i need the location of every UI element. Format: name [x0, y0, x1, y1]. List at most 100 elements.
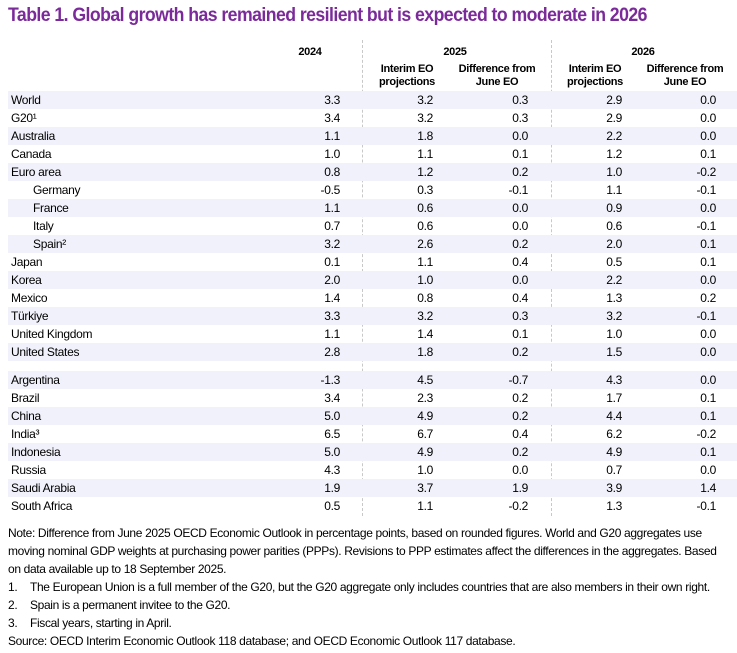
value-2025-interim: 1.1 — [417, 499, 433, 513]
value-2025-interim: 3.7 — [417, 481, 433, 495]
table-row: Mexico 1.4 0.8 0.4 1.3 0.2 — [8, 289, 737, 307]
value-2024: 5.0 — [324, 409, 340, 423]
value-2026-interim: 4.3 — [606, 373, 622, 387]
value-2024: 0.7 — [324, 219, 340, 233]
value-2025-interim: 1.1 — [417, 255, 433, 269]
header-2026-interim: Interim EO projections — [567, 63, 623, 88]
value-2025-diff: 0.4 — [512, 291, 528, 305]
value-2025-interim: 2.3 — [417, 391, 433, 405]
value-2026-interim: 1.2 — [606, 147, 622, 161]
value-2025-interim: 1.8 — [417, 345, 433, 359]
value-2026-interim: 4.9 — [606, 445, 622, 459]
country-label: United Kingdom — [11, 327, 93, 341]
value-2026-diff: 0.0 — [700, 111, 716, 125]
value-2025-interim: 1.1 — [417, 147, 433, 161]
value-2024: 1.9 — [324, 481, 340, 495]
country-label: Brazil — [11, 391, 40, 405]
value-2025-interim: 3.2 — [417, 111, 433, 125]
table-title: Table 1. Global growth has remained resi… — [8, 5, 647, 26]
value-2026-interim: 4.4 — [606, 409, 622, 423]
note-text: moving nominal GDP weights at purchasing… — [8, 544, 717, 558]
value-2025-interim: 0.3 — [417, 183, 433, 197]
value-2024: 1.0 — [324, 147, 340, 161]
value-2026-diff: 0.1 — [700, 237, 716, 251]
footnote-2: 2. Spain is a permanent invitee to the G2… — [8, 598, 231, 612]
value-2025-interim: 4.9 — [417, 445, 433, 459]
value-2025-diff: 0.2 — [512, 391, 528, 405]
value-2025-diff: 0.4 — [512, 427, 528, 441]
value-2025-diff: 1.9 — [512, 481, 528, 495]
table-row: Italy 0.7 0.6 0.0 0.6 -0.1 — [8, 217, 737, 235]
value-2024: 1.4 — [324, 291, 340, 305]
value-2024: -0.5 — [320, 183, 341, 197]
value-2026-diff: 0.1 — [700, 445, 716, 459]
value-2024: 5.0 — [324, 445, 340, 459]
country-label: Argentina — [11, 373, 60, 387]
value-2026-interim: 1.0 — [606, 165, 622, 179]
value-2026-interim: 2.9 — [606, 111, 622, 125]
value-2026-interim: 1.3 — [606, 291, 622, 305]
footnote-1: 1. The European Union is a full member of… — [8, 580, 710, 594]
value-2026-interim: 1.7 — [606, 391, 622, 405]
value-2026-diff: -0.1 — [696, 499, 717, 513]
value-2025-diff: 0.0 — [512, 129, 528, 143]
table-row: G20¹ 3.4 3.2 0.3 2.9 0.0 — [8, 109, 737, 127]
country-label: Spain² — [33, 237, 66, 251]
value-2025-interim: 3.2 — [417, 93, 433, 107]
value-2025-diff: 0.2 — [512, 237, 528, 251]
value-2025-diff: 0.3 — [512, 111, 528, 125]
value-2026-diff: 1.4 — [700, 481, 716, 495]
value-2025-interim: 1.0 — [417, 463, 433, 477]
table-row: South Africa 0.5 1.1 -0.2 1.3 -0.1 — [8, 497, 737, 515]
header-2026: 2026 — [631, 46, 655, 58]
value-2026-diff: 0.0 — [700, 463, 716, 477]
country-label: Indonesia — [11, 445, 61, 459]
value-2024: 3.3 — [324, 309, 340, 323]
value-2024: 3.2 — [324, 237, 340, 251]
value-2026-diff: 0.0 — [700, 129, 716, 143]
country-label: India³ — [11, 427, 40, 441]
value-2026-diff: -0.2 — [696, 165, 717, 179]
value-2024: -1.3 — [320, 373, 341, 387]
value-2024: 3.4 — [324, 111, 340, 125]
source-text: Source: OECD Interim Economic Outlook 11… — [8, 634, 516, 648]
country-label: Japan — [11, 255, 43, 269]
header-2025-diff: Difference from June EO — [458, 63, 536, 88]
value-2026-interim: 1.0 — [606, 327, 622, 341]
value-2024: 0.8 — [324, 165, 340, 179]
value-2026-interim: 1.3 — [606, 499, 622, 513]
value-2025-interim: 0.6 — [417, 201, 433, 215]
value-2025-interim: 0.8 — [417, 291, 433, 305]
value-2025-diff: -0.2 — [508, 499, 529, 513]
table-row: Japan 0.1 1.1 0.4 0.5 0.1 — [8, 253, 737, 271]
value-2026-diff: 0.0 — [700, 93, 716, 107]
value-2025-interim: 6.7 — [417, 427, 433, 441]
header-2024: 2024 — [298, 46, 322, 58]
value-2026-diff: 0.0 — [700, 201, 716, 215]
value-2025-interim: 1.0 — [417, 273, 433, 287]
value-2025-interim: 1.4 — [417, 327, 433, 341]
header-2026-diff: Difference from June EO — [646, 63, 724, 88]
value-2025-diff: 0.4 — [512, 255, 528, 269]
header-2025-interim: Interim EO projections — [379, 63, 435, 88]
value-2026-interim: 0.7 — [606, 463, 622, 477]
note-text: on data available up to 18 September 202… — [8, 562, 227, 576]
country-label: Russia — [11, 463, 46, 477]
value-2026-diff: 0.2 — [700, 291, 716, 305]
value-2026-diff: 0.0 — [700, 345, 716, 359]
value-2026-interim: 1.1 — [606, 183, 622, 197]
country-label: World — [11, 93, 41, 107]
table-row: United Kingdom 1.1 1.4 0.1 1.0 0.0 — [8, 325, 737, 343]
country-label: Korea — [11, 273, 42, 287]
value-2025-interim: 3.2 — [417, 309, 433, 323]
country-label: France — [33, 201, 69, 215]
table-row: Australia 1.1 1.8 0.0 2.2 0.0 — [8, 127, 737, 145]
value-2025-diff: 0.2 — [512, 165, 528, 179]
country-label: China — [11, 409, 41, 423]
value-2026-interim: 3.9 — [606, 481, 622, 495]
value-2026-interim: 2.0 — [606, 237, 622, 251]
table-row: Indonesia 5.0 4.9 0.2 4.9 0.1 — [8, 443, 737, 461]
table-row: Canada 1.0 1.1 0.1 1.2 0.1 — [8, 145, 737, 163]
value-2025-diff: 0.0 — [512, 273, 528, 287]
value-2025-interim: 4.9 — [417, 409, 433, 423]
